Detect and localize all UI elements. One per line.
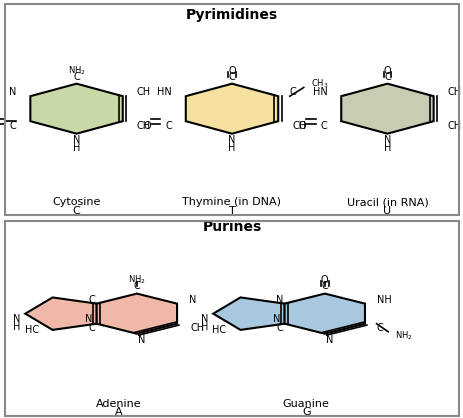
Text: NH$_2$: NH$_2$ <box>68 64 85 77</box>
Text: N: N <box>13 314 21 324</box>
Text: C: C <box>133 280 140 291</box>
Text: NH$_2$: NH$_2$ <box>128 273 145 286</box>
Text: C: C <box>165 120 171 130</box>
Text: C: C <box>73 206 80 216</box>
Text: O: O <box>143 120 150 130</box>
Polygon shape <box>30 84 123 134</box>
Text: NH: NH <box>376 295 390 305</box>
Text: U: U <box>382 206 391 216</box>
Text: C: C <box>228 72 235 82</box>
Text: O: O <box>228 66 235 76</box>
Text: C: C <box>88 295 95 305</box>
Text: HN: HN <box>312 87 326 97</box>
Polygon shape <box>25 298 96 330</box>
Text: N: N <box>272 314 279 324</box>
Text: H: H <box>73 143 80 153</box>
Text: C: C <box>289 87 296 97</box>
Text: Cytosine: Cytosine <box>52 197 100 207</box>
Text: HC: HC <box>212 325 226 335</box>
Text: T: T <box>228 206 235 216</box>
Text: CH: CH <box>292 120 306 130</box>
Text: O: O <box>320 275 328 285</box>
Text: H: H <box>228 143 235 153</box>
Text: O: O <box>298 120 306 130</box>
Text: CH: CH <box>191 323 205 333</box>
Text: C: C <box>320 120 326 130</box>
Text: HC: HC <box>25 325 38 335</box>
Text: N: N <box>325 335 332 345</box>
Text: C: C <box>321 280 327 291</box>
Text: A: A <box>114 407 122 417</box>
Text: Adenine: Adenine <box>95 399 141 409</box>
Text: H: H <box>13 322 21 332</box>
Text: C: C <box>10 120 16 130</box>
Text: C: C <box>73 72 80 82</box>
Text: Guanine: Guanine <box>282 399 329 409</box>
Text: Purines: Purines <box>202 220 261 234</box>
Text: N: N <box>188 295 195 305</box>
Text: N: N <box>275 295 283 305</box>
Text: CH: CH <box>447 120 461 130</box>
Text: H: H <box>201 322 208 332</box>
Polygon shape <box>284 293 364 334</box>
Text: HN: HN <box>157 87 171 97</box>
Text: C: C <box>376 323 382 333</box>
Text: CH: CH <box>137 87 150 97</box>
Text: N: N <box>383 135 390 145</box>
Text: CH: CH <box>137 120 150 130</box>
Text: C: C <box>276 323 283 333</box>
Text: N: N <box>228 135 235 145</box>
Text: C: C <box>383 72 390 82</box>
Text: C: C <box>88 323 95 333</box>
Polygon shape <box>213 298 284 330</box>
Polygon shape <box>185 84 278 134</box>
Text: N: N <box>85 314 92 324</box>
Text: Uracil (in RNA): Uracil (in RNA) <box>346 197 427 207</box>
Text: NH$_2$: NH$_2$ <box>394 329 412 342</box>
Text: G: G <box>301 407 310 417</box>
Text: N: N <box>9 87 16 97</box>
Text: Thymine (in DNA): Thymine (in DNA) <box>182 197 281 207</box>
Text: N: N <box>201 314 208 324</box>
Text: Pyrimidines: Pyrimidines <box>186 8 277 22</box>
Polygon shape <box>96 293 177 334</box>
Polygon shape <box>340 84 433 134</box>
Text: O: O <box>383 66 390 76</box>
Text: N: N <box>138 335 145 345</box>
Text: H: H <box>383 143 390 153</box>
Text: N: N <box>73 135 80 145</box>
Text: CH$_3$: CH$_3$ <box>310 78 327 90</box>
Text: CH: CH <box>447 87 461 97</box>
